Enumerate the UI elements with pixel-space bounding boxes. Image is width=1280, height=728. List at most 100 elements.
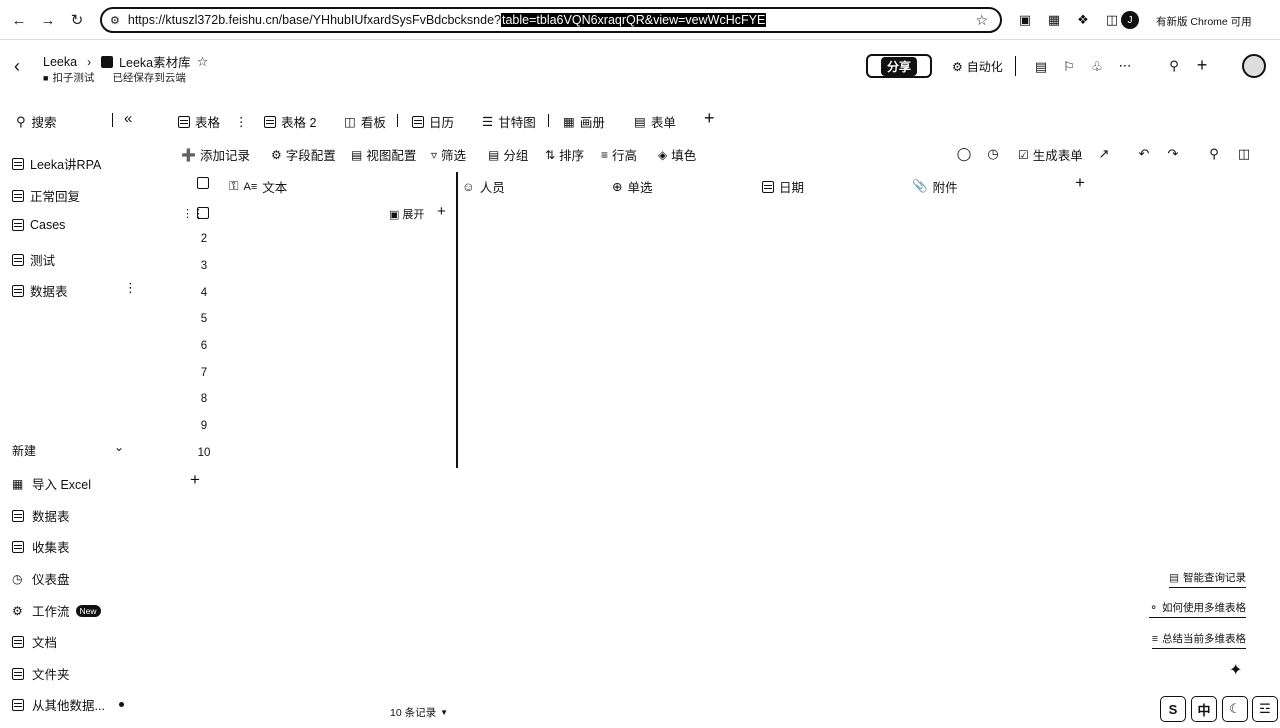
sort-button[interactable]: ⇅ 排序	[545, 145, 584, 164]
tab-grid-view-2[interactable]: 表格 2	[264, 112, 316, 131]
more-icon[interactable]: ⋯	[1118, 58, 1132, 73]
site-info-icon[interactable]: ⚙	[110, 14, 120, 27]
ai-sparkle-icon[interactable]: ✦	[1229, 662, 1243, 679]
bell-icon[interactable]: ♧	[1091, 59, 1103, 74]
add-column-icon[interactable]: +	[1075, 173, 1085, 192]
sidebar-item-table[interactable]: 正常回复	[12, 186, 80, 205]
assistant-suggestion[interactable]: ▤ 智能查询记录	[1169, 570, 1246, 588]
workflow-icon: ⚙	[12, 603, 23, 618]
extension-icon[interactable]: ▦	[1047, 12, 1061, 27]
collapse-sidebar-icon[interactable]: «	[124, 110, 133, 127]
back-chevron-icon[interactable]: ‹	[14, 56, 20, 76]
generate-form-button[interactable]: ☑ 生成表单	[1018, 145, 1083, 164]
tab-gallery[interactable]: ▦ 画册	[563, 112, 605, 131]
comment-icon[interactable]: ◫	[1237, 146, 1251, 161]
column-label: 单选	[627, 181, 653, 195]
tag-label[interactable]: 扣子测试	[52, 72, 95, 84]
share-button[interactable]: 分享	[866, 54, 932, 78]
add-row-icon[interactable]: +	[437, 203, 446, 220]
tab-calendar[interactable]: 日历	[412, 112, 454, 131]
chevron-down-icon[interactable]: ⌄	[114, 440, 125, 454]
toolbar-label: 字段配置	[285, 149, 336, 163]
summary-icon: ≡	[1151, 632, 1158, 645]
search-icon[interactable]: ⚲	[1169, 58, 1179, 73]
column-header-text[interactable]: ⚿ A≡ 文本	[229, 177, 287, 196]
history-icon[interactable]: ◷	[987, 146, 999, 161]
column-header-single-select[interactable]: ⊕ 单选	[612, 177, 653, 196]
add-record-button[interactable]: ➕ 添加记录	[181, 145, 250, 164]
share-view-icon[interactable]: ↗	[1098, 146, 1110, 161]
sogou-icon[interactable]: S	[1160, 696, 1186, 722]
excel-icon: ▦	[12, 476, 24, 491]
redo-icon[interactable]: ↷	[1167, 146, 1179, 161]
create-import-excel[interactable]: ▦ 导入 Excel	[12, 474, 91, 493]
chrome-update-label[interactable]: 有新版 Chrome 可用	[1156, 16, 1252, 28]
forward-arrow-icon[interactable]: →	[40, 11, 56, 29]
group-icon: ▤	[488, 147, 500, 162]
breadcrumb-root[interactable]: Leeka	[43, 54, 78, 69]
row-checkbox[interactable]	[197, 207, 209, 219]
document-icon[interactable]: ▤	[1034, 59, 1048, 74]
column-header-attachment[interactable]: 📎 附件	[912, 177, 958, 196]
bookmark-star-icon[interactable]: ☆	[975, 11, 988, 28]
create-table[interactable]: 数据表	[12, 506, 70, 525]
filter-button[interactable]: ▿ 筛选	[431, 145, 466, 164]
user-avatar[interactable]	[1242, 54, 1266, 78]
expand-record-button[interactable]: ▣ 展开	[389, 206, 424, 222]
toolbar-label: 填色	[671, 149, 697, 163]
select-all-checkbox[interactable]	[197, 177, 209, 189]
more-vertical-icon[interactable]: ⋮	[124, 280, 137, 295]
profile-avatar[interactable]: J	[1121, 11, 1139, 29]
table-icon	[12, 189, 24, 202]
add-icon[interactable]: +	[1196, 54, 1208, 75]
favorite-star-icon[interactable]: ☆	[196, 53, 209, 69]
tab-grid-view[interactable]: 表格 ⋮	[178, 112, 248, 131]
create-doc[interactable]: 文档	[12, 632, 57, 651]
more-vertical-icon[interactable]: ⋮	[235, 115, 248, 129]
reload-icon[interactable]: ↻	[70, 12, 84, 29]
back-arrow-icon[interactable]: ←	[11, 11, 27, 29]
field-config-button[interactable]: ⚙ 字段配置	[271, 145, 336, 164]
bookmark-icon[interactable]: ⚐	[1063, 59, 1075, 74]
shirt-icon[interactable]: ☲	[1252, 696, 1278, 722]
view-config-button[interactable]: ▤ 视图配置	[351, 145, 416, 164]
fill-color-button[interactable]: ◈ 填色	[658, 145, 696, 164]
assistant-suggestion[interactable]: ≡ 总结当前多维表格	[1151, 631, 1246, 649]
assistant-suggestion[interactable]: ⚬ 如何使用多维表格	[1149, 600, 1246, 618]
tab-gantt[interactable]: ☰ 甘特图	[482, 112, 536, 131]
sidebar-item-table[interactable]: 数据表	[12, 281, 68, 300]
column-label: 文本	[262, 181, 288, 195]
tab-kanban[interactable]: ◫ 看板	[344, 112, 386, 131]
sidebar-panel-icon[interactable]: ◫	[1105, 12, 1119, 27]
row-height-button[interactable]: ≡ 行高	[601, 145, 637, 164]
group-button[interactable]: ▤ 分组	[488, 145, 528, 164]
doc-title[interactable]: Leeka素材库	[119, 56, 191, 70]
expand-label: 展开	[402, 209, 425, 221]
sidebar-search[interactable]: ⚲ 搜索	[16, 112, 57, 131]
moon-icon[interactable]: ☾	[1222, 696, 1248, 722]
create-import-other[interactable]: 从其他数据...	[12, 695, 124, 714]
puzzle-icon[interactable]: ❖	[1077, 12, 1089, 27]
record-icon[interactable]: ◯	[956, 146, 972, 161]
sidebar-item-table[interactable]: 测试	[12, 250, 55, 269]
add-icon[interactable]: +	[190, 470, 200, 489]
extension-icon[interactable]: ▣	[1018, 12, 1032, 27]
add-view-icon[interactable]: +	[704, 108, 715, 128]
sidebar-item-table[interactable]: Cases	[12, 218, 65, 232]
query-icon: ▤	[1169, 571, 1179, 584]
tab-form[interactable]: ▤ 表单	[634, 112, 676, 131]
undo-icon[interactable]: ↶	[1138, 146, 1150, 161]
create-folder[interactable]: 文件夹	[12, 664, 70, 683]
create-dashboard[interactable]: ◷ 仪表盘	[12, 569, 70, 588]
column-header-date[interactable]: 日期	[762, 177, 804, 196]
column-header-person[interactable]: ☺ 人员	[462, 177, 505, 196]
automation-button[interactable]: 自动化	[966, 60, 1003, 74]
create-workflow[interactable]: ⚙ 工作流 New	[12, 601, 101, 620]
ime-toggle[interactable]: 中	[1191, 696, 1217, 722]
address-bar[interactable]: ⚙ https://ktuszl372b.feishu.cn/base/YHhu…	[100, 7, 1002, 33]
create-form[interactable]: 收集表	[12, 537, 70, 556]
drag-handle-icon[interactable]: ⋮⋮	[182, 208, 204, 220]
record-count[interactable]: 10 条记录 ▼	[390, 705, 448, 720]
sidebar-item-table[interactable]: Leeka讲RPA	[12, 154, 101, 173]
search-records-icon[interactable]: ⚲	[1209, 146, 1219, 161]
